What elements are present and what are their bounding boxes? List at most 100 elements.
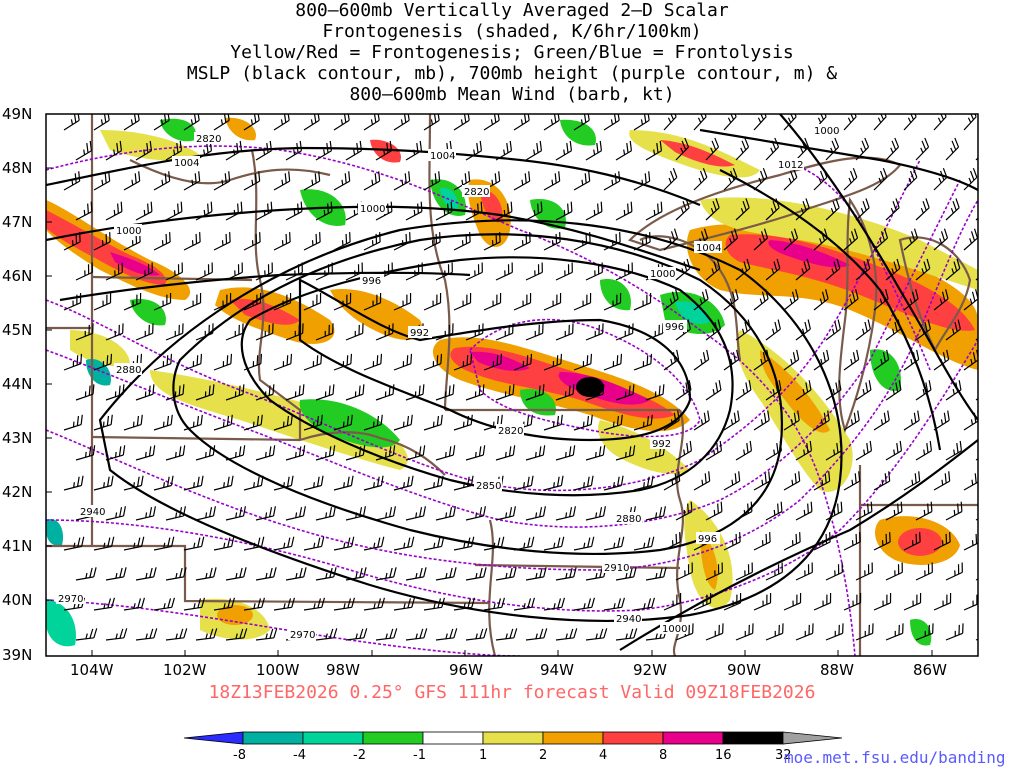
mslp-label: 1000 bbox=[116, 226, 141, 237]
wind-barb bbox=[465, 445, 486, 461]
wind-barb bbox=[195, 445, 216, 461]
wind-barb bbox=[273, 114, 290, 131]
wind-barb bbox=[795, 562, 813, 581]
wind-barb bbox=[285, 262, 303, 281]
title-line-4: MSLP (black contour, mb), 700mb height (… bbox=[186, 63, 838, 84]
lon-label: 94W bbox=[540, 661, 574, 679]
wind-barb bbox=[213, 597, 236, 611]
wind-barb bbox=[153, 114, 170, 131]
wind-barb bbox=[285, 384, 305, 401]
wind-barb bbox=[675, 501, 693, 521]
wind-barb bbox=[615, 445, 636, 461]
wind-barb bbox=[195, 628, 218, 641]
wind-barb bbox=[585, 445, 606, 461]
wind-barb bbox=[135, 140, 153, 161]
wind-barb bbox=[435, 567, 457, 581]
wind-barb bbox=[273, 292, 292, 311]
wind-barb bbox=[423, 414, 443, 431]
wind-barb bbox=[75, 201, 93, 221]
mslp-label: 996 bbox=[362, 276, 381, 287]
wind-barb bbox=[963, 471, 978, 491]
wind-barb bbox=[903, 228, 919, 251]
wind-barb bbox=[873, 532, 891, 551]
wind-barb bbox=[135, 628, 158, 641]
wind-barb bbox=[705, 258, 721, 281]
wind-barb bbox=[855, 440, 873, 461]
wind-barb bbox=[333, 171, 351, 191]
wind-barb bbox=[195, 384, 215, 401]
wind-barb bbox=[333, 292, 352, 311]
wind-barb bbox=[723, 532, 741, 551]
wind-barb bbox=[963, 228, 978, 251]
wind-barb bbox=[183, 414, 203, 431]
wind-barb bbox=[135, 262, 153, 281]
wind-barb bbox=[555, 262, 573, 281]
wind-barb bbox=[753, 289, 769, 311]
wind-barb bbox=[813, 410, 830, 431]
height-label: 2910 bbox=[604, 563, 629, 574]
wind-barb bbox=[375, 140, 393, 161]
colorbar-tick: -2 bbox=[353, 748, 366, 763]
wind-barb bbox=[915, 501, 933, 521]
wind-barb bbox=[93, 232, 111, 251]
frontolysis-6-teal bbox=[675, 301, 710, 324]
wind-barb bbox=[513, 171, 531, 191]
wind-barb bbox=[153, 475, 174, 491]
wind-barb bbox=[735, 198, 750, 221]
border-wi-mi bbox=[639, 235, 742, 361]
wind-barb bbox=[285, 567, 307, 581]
wind-barb bbox=[813, 228, 829, 251]
wind-barb bbox=[243, 597, 266, 611]
wind-barb bbox=[123, 292, 142, 311]
wind-barb bbox=[183, 536, 205, 551]
wind-barb bbox=[333, 114, 350, 131]
wind-barb bbox=[933, 228, 949, 251]
wind-barb bbox=[393, 114, 410, 131]
wind-barb bbox=[753, 349, 770, 371]
mslp-label: 1000 bbox=[662, 624, 687, 635]
lat-label: 39N bbox=[2, 646, 32, 664]
wind-barb bbox=[183, 232, 201, 251]
wind-barb bbox=[63, 292, 82, 311]
lon-label: 96W bbox=[449, 661, 483, 679]
height-label: 2940 bbox=[80, 507, 105, 518]
frontogenesis-n-or-spot bbox=[225, 117, 256, 141]
wind-barb bbox=[795, 380, 812, 401]
wind-barb bbox=[225, 323, 244, 341]
wind-barb bbox=[585, 262, 603, 281]
wind-barb bbox=[393, 597, 416, 611]
wind-barb bbox=[795, 623, 814, 641]
forecast-valid-time: 18Z13FEB2026 0.25° GFS 111hr forecast Va… bbox=[208, 682, 816, 703]
wind-barb bbox=[525, 201, 543, 221]
wind-barb bbox=[273, 353, 293, 371]
wind-barb bbox=[513, 114, 530, 131]
wind-barb bbox=[543, 232, 561, 251]
wind-barb bbox=[303, 353, 323, 371]
credit-url[interactable]: moe.met.fsu.edu/banding bbox=[784, 748, 1006, 767]
wind-barb bbox=[315, 323, 334, 341]
wind-barb bbox=[105, 567, 127, 581]
frontolysis-9 bbox=[130, 299, 166, 326]
wind-barb bbox=[885, 440, 903, 461]
wind-barb bbox=[315, 201, 333, 221]
wind-barb bbox=[675, 319, 691, 341]
wind-barb bbox=[705, 562, 723, 581]
colorbar-tick: -4 bbox=[293, 748, 306, 763]
wind-barb bbox=[645, 140, 663, 161]
wind-barb bbox=[603, 114, 620, 131]
wind-barb bbox=[855, 380, 872, 401]
wind-barb bbox=[783, 349, 800, 371]
frontogenesis-yellow-mid bbox=[150, 370, 408, 470]
wind-barb bbox=[765, 198, 780, 221]
wind-barb bbox=[345, 567, 367, 581]
wind-barb bbox=[333, 536, 355, 551]
wind-barb bbox=[495, 506, 517, 521]
wind-barb bbox=[795, 319, 811, 341]
wind-barb bbox=[255, 445, 276, 461]
lon-label: 102W bbox=[163, 661, 207, 679]
colorbar-bin bbox=[662, 731, 724, 745]
wind-barb bbox=[255, 384, 275, 401]
wind-barb bbox=[105, 201, 123, 221]
wind-barbs bbox=[63, 114, 978, 641]
wind-barb bbox=[813, 167, 828, 191]
